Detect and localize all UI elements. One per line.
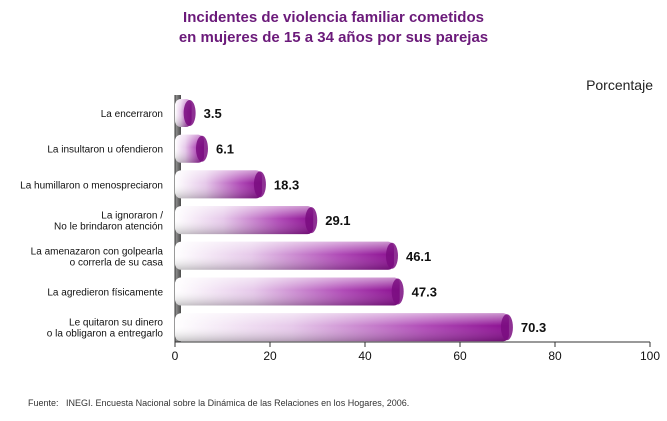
bar-end-cap <box>195 135 208 162</box>
bar-end-cap <box>305 207 318 234</box>
bar-shading <box>175 206 314 235</box>
category-label: La agredieron físicamente <box>47 288 163 299</box>
bar-shading <box>175 241 394 270</box>
source-note: Fuente: INEGI. Encuesta Nacional sobre l… <box>28 398 409 408</box>
bar-end-cap <box>500 314 513 341</box>
category-label-line: No le brindaron atención <box>54 222 163 233</box>
unit-label: Porcentaje <box>586 77 653 93</box>
bar-end-cap <box>391 278 404 305</box>
bar-value-label: 70.3 <box>521 320 546 335</box>
x-tick-label: 80 <box>548 349 562 363</box>
bar-shading <box>175 277 400 306</box>
category-label: La ignoraron / No le brindaron atención <box>54 211 163 233</box>
category-label-line: La humillaron o menospreciaron <box>20 180 163 191</box>
bar <box>175 241 398 270</box>
bar <box>175 170 266 199</box>
x-tick-label: 0 <box>172 349 179 363</box>
category-label: La amenazaron con golpearla o correrla de… <box>31 246 164 268</box>
bar-value-label: 46.1 <box>406 249 431 264</box>
bars-layer <box>175 99 513 342</box>
category-label: La insultaron u ofendieron <box>47 145 163 156</box>
bar-value-label: 6.1 <box>216 142 234 157</box>
x-tick-label: 100 <box>640 349 660 363</box>
bar-end-cap <box>183 100 196 126</box>
bar <box>175 313 513 342</box>
chart-title-line-1: Incidentes de violencia familiar cometid… <box>183 9 484 26</box>
bar <box>175 99 196 127</box>
category-label-line: Le quitaron su dinero <box>69 318 163 329</box>
category-label-line: La insultaron u ofendieron <box>47 145 163 156</box>
x-tick-label: 20 <box>263 349 277 363</box>
bar-value-label: 18.3 <box>274 177 299 192</box>
bar-shading <box>175 313 509 342</box>
bar-value-label: 29.1 <box>325 213 350 228</box>
category-label: La encerraron <box>101 109 163 120</box>
bar-shading <box>175 134 204 163</box>
x-tick-label: 40 <box>358 349 372 363</box>
category-label: La humillaron o menospreciaron <box>20 180 163 191</box>
chart-title-line-2: en mujeres de 15 a 34 años por sus parej… <box>178 29 489 46</box>
category-label-line: La ignoraron / <box>101 211 163 222</box>
source-text: INEGI. Encuesta Nacional sobre la Dinámi… <box>66 398 410 408</box>
bar-value-label: 3.5 <box>204 106 222 121</box>
x-tick-label: 60 <box>453 349 467 363</box>
chart-title: Incidentes de violencia familiar cometid… <box>0 8 667 48</box>
bar-shading <box>175 170 262 199</box>
category-label: Le quitaron su dinero o la obligaron a en… <box>47 318 164 340</box>
category-label-line: La amenazaron con golpearla <box>31 246 164 257</box>
bar-value-label: 47.3 <box>412 285 437 300</box>
category-label-line: o correrla de su casa <box>70 257 164 268</box>
bar <box>175 206 318 235</box>
category-label-line: o la obligaron a entregarlo <box>47 329 164 340</box>
bar-end-cap <box>385 242 398 269</box>
labels-layer: 3.5 La encerraron 6.1 La insultaron u ofend… <box>20 106 546 340</box>
category-label-line: La agredieron físicamente <box>47 288 163 299</box>
source-label: Fuente: <box>28 398 59 408</box>
bar-end-cap <box>253 171 266 198</box>
bar <box>175 277 404 306</box>
bar <box>175 134 208 163</box>
category-label-line: La encerraron <box>101 109 163 120</box>
